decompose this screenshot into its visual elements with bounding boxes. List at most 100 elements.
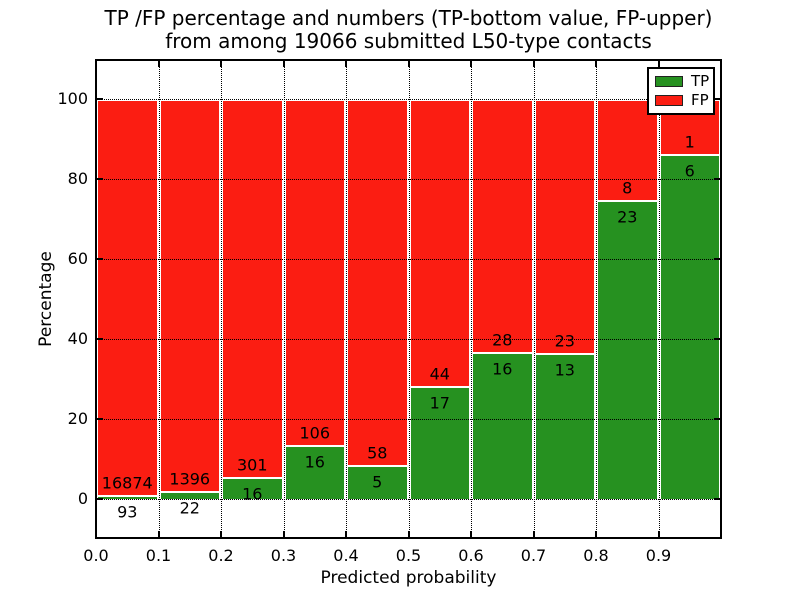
chart-title-line1: TP /FP percentage and numbers (TP-bottom… xyxy=(104,6,713,30)
x-tick-label: 0.1 xyxy=(145,546,172,565)
fp-bar-segment xyxy=(221,99,284,479)
y-tick-mark xyxy=(96,98,103,100)
fp-legend-swatch xyxy=(655,95,683,107)
bar-bin-0.2 xyxy=(221,99,284,499)
chart-title: TP /FP percentage and numbers (TP-bottom… xyxy=(96,7,721,53)
x-axis-label: Predicted probability xyxy=(320,568,497,588)
fp-count-label: 1396 xyxy=(169,469,211,489)
y-tick-mark-right xyxy=(714,98,721,100)
tp-legend-label: TP xyxy=(691,71,710,90)
bar-bin-0.5 xyxy=(408,99,471,499)
x-tick-mark xyxy=(532,531,535,538)
y-tick-mark xyxy=(96,178,103,180)
fp-bar-segment xyxy=(596,99,659,203)
x-tick-mark xyxy=(157,531,160,538)
tp-count-label: 13 xyxy=(554,360,575,380)
bar-bin-0.1 xyxy=(158,99,221,499)
fp-count-label: 58 xyxy=(367,443,388,463)
x-tick-mark-top xyxy=(657,60,660,67)
v-gridline-0.7 xyxy=(533,60,535,538)
legend-item-fp: FP xyxy=(655,93,713,108)
x-tick-mark xyxy=(220,531,222,538)
tp-count-label: 93 xyxy=(117,502,138,522)
y-tick-mark-right xyxy=(714,498,721,500)
x-tick-mark xyxy=(657,531,660,538)
x-tick-mark xyxy=(470,531,472,538)
y-tick-mark xyxy=(96,258,103,260)
bar-bin-0.6 xyxy=(471,99,534,499)
tp-bar-segment xyxy=(96,496,159,499)
tp-count-label: 22 xyxy=(179,498,200,518)
chart-title-line2: from among 19066 submitted L50-type cont… xyxy=(165,29,652,53)
bar-bin-0.9 xyxy=(658,99,721,499)
tp-count-label: 16 xyxy=(492,359,513,379)
x-tick-label: 0.0 xyxy=(83,546,109,565)
fp-bar-segment xyxy=(408,99,471,388)
v-gridline-0.6 xyxy=(471,60,472,538)
tp-bar-segment xyxy=(658,156,721,499)
y-tick-label: 60 xyxy=(67,249,88,268)
y-tick-mark-right xyxy=(714,258,721,260)
bar-bin-0.8 xyxy=(596,99,659,499)
bar-bin-0.4 xyxy=(346,99,409,499)
tp-count-label: 17 xyxy=(429,393,450,413)
x-tick-label: 0.3 xyxy=(270,546,297,565)
x-tick-label: 0.8 xyxy=(583,546,609,565)
legend: TP FP xyxy=(647,67,715,115)
x-tick-mark-top xyxy=(470,60,472,67)
fp-count-label: 1 xyxy=(684,132,695,152)
fp-count-label: 28 xyxy=(492,330,513,350)
fp-legend-label: FP xyxy=(691,91,709,110)
v-gridline-0.5 xyxy=(408,60,410,538)
y-tick-mark xyxy=(96,418,103,420)
y-tick-mark-right xyxy=(714,338,721,340)
x-tick-mark xyxy=(407,531,410,538)
x-tick-label: 0.4 xyxy=(333,546,359,565)
bar-bin-0.7 xyxy=(533,99,596,499)
legend-item-tp: TP xyxy=(655,71,713,90)
tp-bar-segment xyxy=(533,354,596,499)
tp-bar-segment xyxy=(346,467,409,499)
v-gridline-0.3 xyxy=(283,60,285,538)
tp-legend-swatch xyxy=(655,75,683,87)
fp-bar-segment xyxy=(533,99,596,355)
v-gridline-0.9 xyxy=(658,60,660,538)
x-tick-label: 0.6 xyxy=(458,546,484,565)
x-tick-label: 0.5 xyxy=(395,546,422,565)
x-tick-mark-top xyxy=(95,60,97,67)
v-gridline-0.8 xyxy=(596,60,597,538)
x-tick-mark-top xyxy=(282,60,285,67)
fp-count-label: 16874 xyxy=(101,473,153,493)
plot-area: TP FP 16874 93 1396 22 301 16 106 16 58 5 44 17 28 16… xyxy=(95,59,722,539)
tp-count-label: 6 xyxy=(684,161,695,181)
x-tick-mark xyxy=(95,531,97,538)
x-tick-mark-top xyxy=(532,60,535,67)
y-tick-label: 20 xyxy=(67,409,88,428)
fp-bar-segment xyxy=(158,99,221,493)
tp-bar-segment xyxy=(283,446,346,499)
fp-bar-segment xyxy=(346,99,409,468)
fp-bar-segment xyxy=(283,99,346,447)
x-tick-label: 0.2 xyxy=(208,546,234,565)
tp-count-label: 16 xyxy=(304,452,325,472)
fp-count-label: 301 xyxy=(236,455,268,475)
tp-count-label: 23 xyxy=(617,207,638,227)
x-tick-mark-top xyxy=(595,60,597,67)
y-tick-label: 80 xyxy=(67,169,88,188)
bar-bin-0.0 xyxy=(96,99,159,499)
x-tick-mark-top xyxy=(220,60,222,67)
fp-count-label: 106 xyxy=(299,423,331,443)
fp-count-label: 8 xyxy=(622,178,633,198)
tp-bar-segment xyxy=(596,202,659,499)
x-tick-label: 0.9 xyxy=(645,546,672,565)
v-gridline-0.1 xyxy=(158,60,160,538)
x-tick-mark-top xyxy=(407,60,410,67)
x-tick-mark-top xyxy=(157,60,160,67)
x-tick-mark xyxy=(282,531,285,538)
y-tick-label: 0 xyxy=(77,489,88,508)
y-tick-label: 100 xyxy=(57,89,88,108)
x-tick-mark xyxy=(595,531,597,538)
tp-count-label: 16 xyxy=(242,484,263,504)
y-tick-mark-right xyxy=(714,178,721,180)
